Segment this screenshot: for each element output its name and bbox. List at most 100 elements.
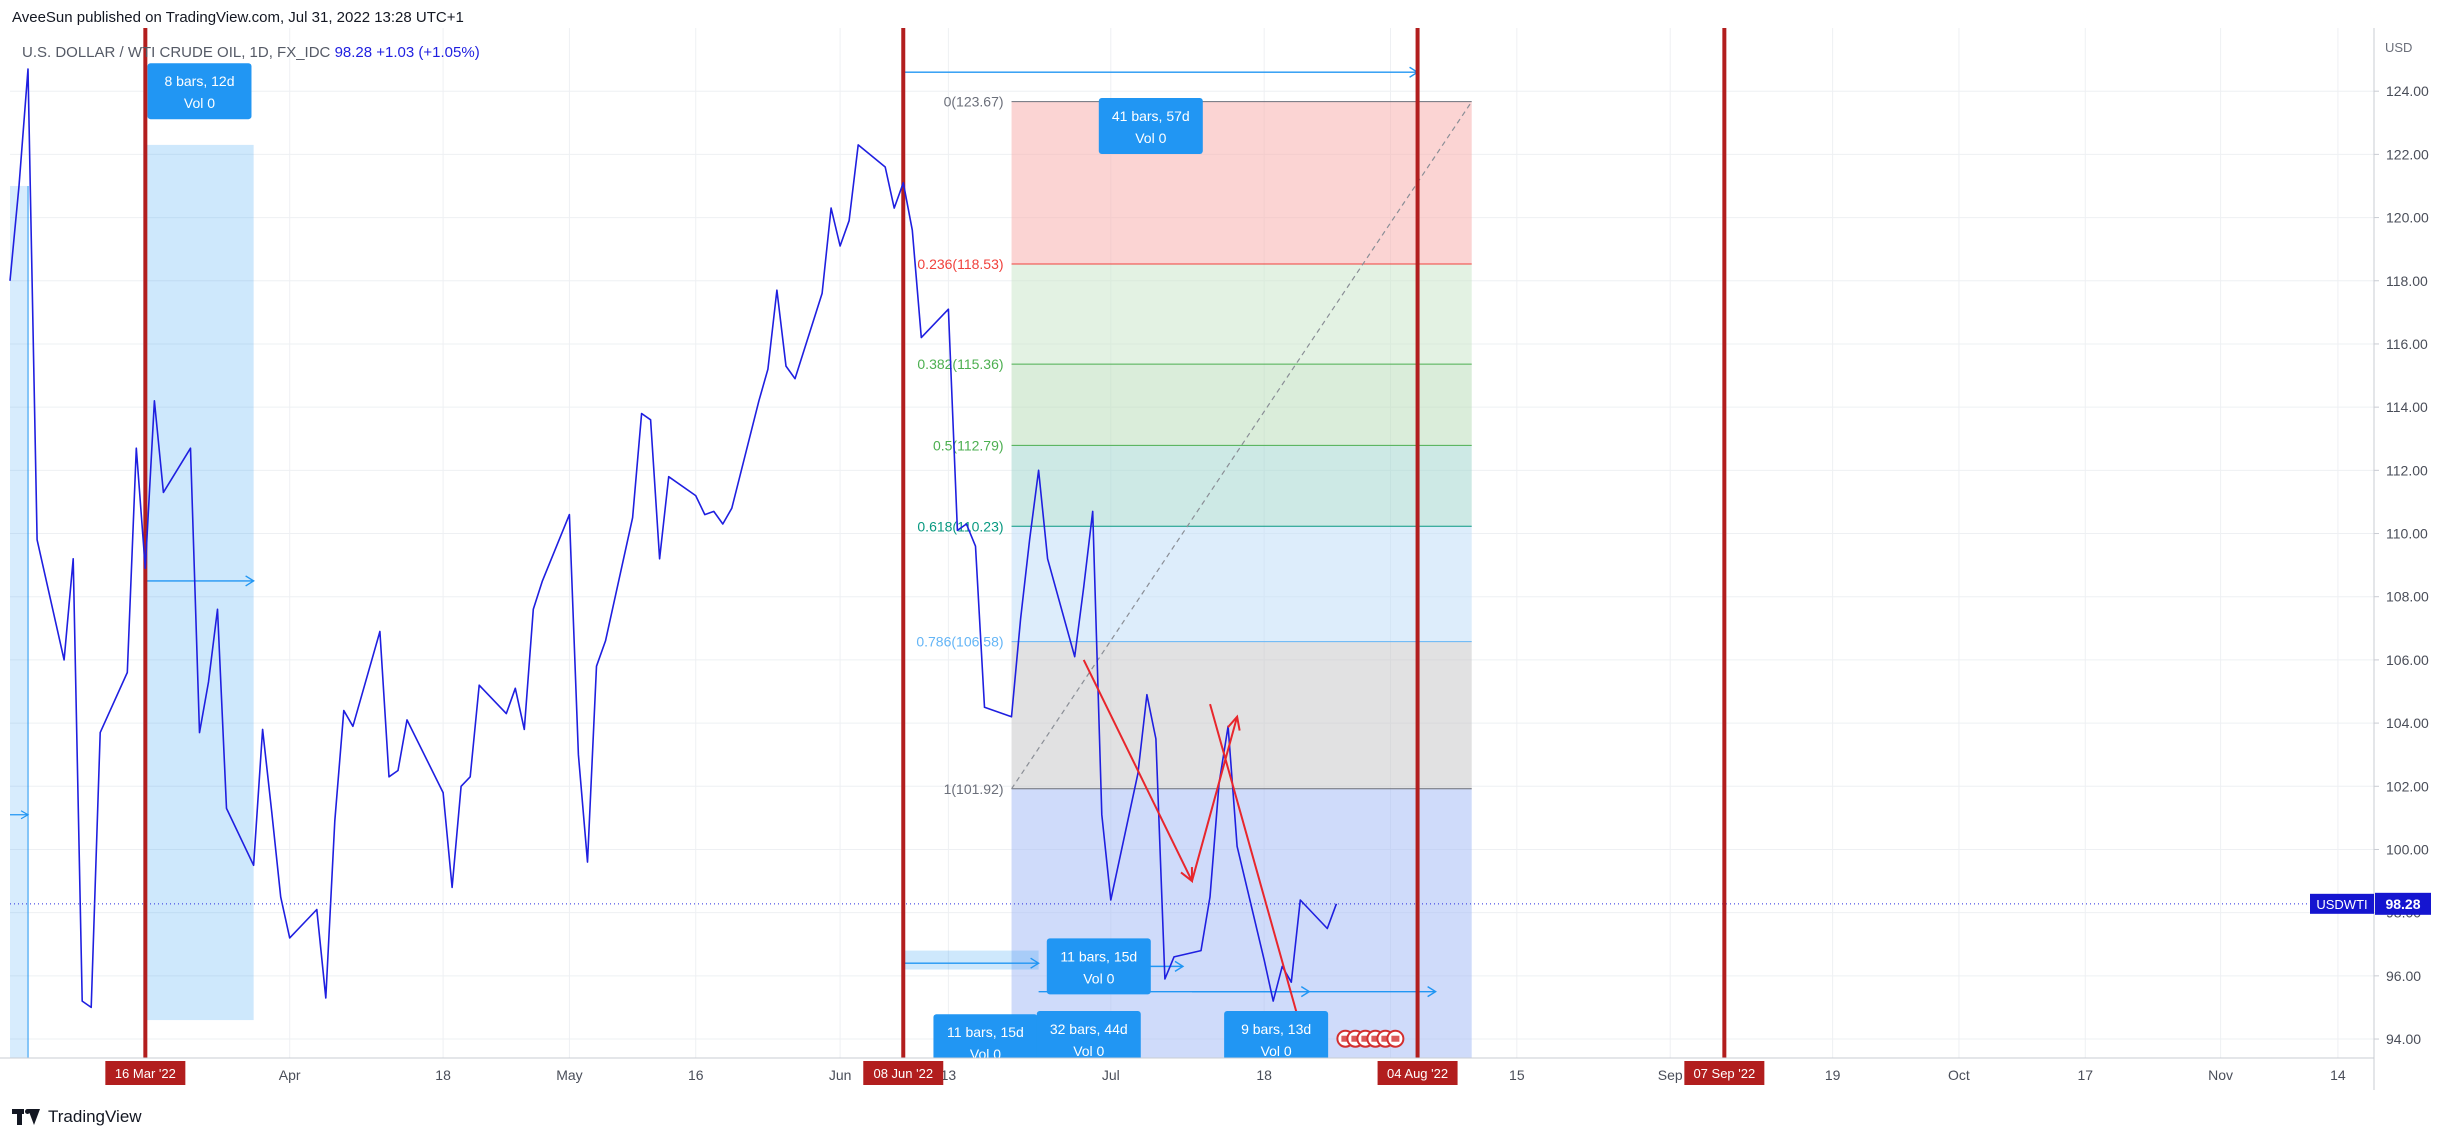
vertical-marker-badge-bg bbox=[105, 1061, 186, 1085]
date-range-badge-vol: Vol 0 bbox=[1083, 970, 1114, 986]
data-point bbox=[81, 1000, 83, 1002]
data-point bbox=[63, 659, 65, 661]
price-axis-label: 104.00 bbox=[2386, 715, 2429, 731]
date-range-badge: 9 bars, 13d Vol 0 bbox=[1224, 1011, 1329, 1068]
date-range-box bbox=[145, 144, 254, 1021]
price-axis-unit: USD bbox=[2385, 40, 2412, 55]
time-axis-label: 18 bbox=[435, 1067, 451, 1083]
data-point bbox=[99, 732, 101, 734]
fib-level-label: 0.618(110.23) bbox=[917, 518, 1003, 534]
price-axis-label: 118.00 bbox=[2386, 273, 2428, 289]
data-point bbox=[253, 864, 255, 866]
price-axis-label: 100.00 bbox=[2386, 841, 2429, 857]
data-point bbox=[569, 514, 571, 516]
chart-area[interactable]: 0(123.67) 0.236(118.53) 0.382(115.36) 0.5(1… bbox=[0, 28, 2453, 1090]
data-point bbox=[1263, 959, 1265, 961]
data-point bbox=[966, 523, 968, 525]
date-range-badge-vol: Vol 0 bbox=[1261, 1043, 1292, 1059]
data-point bbox=[18, 185, 20, 187]
data-point bbox=[262, 729, 264, 731]
date-range-badge-bg bbox=[1224, 1011, 1329, 1068]
price-axis-label: 114.00 bbox=[2386, 399, 2428, 415]
date-range-badge-bg bbox=[1098, 97, 1203, 154]
date-range-badge: 41 bars, 57d Vol 0 bbox=[1098, 97, 1203, 154]
data-point bbox=[921, 337, 923, 339]
data-point bbox=[154, 400, 156, 402]
price-axis-label: 108.00 bbox=[2386, 589, 2429, 605]
data-point bbox=[848, 220, 850, 222]
data-point bbox=[839, 245, 841, 247]
time-axis-label: 15 bbox=[1509, 1067, 1525, 1083]
fib-trend-line bbox=[1011, 101, 1473, 790]
legend-change: +1.03 (+1.05%) bbox=[376, 44, 480, 61]
data-point bbox=[136, 447, 138, 449]
event-flag-icon-fill bbox=[1361, 1035, 1370, 1042]
data-point bbox=[1290, 981, 1292, 983]
price-axis-label: 122.00 bbox=[2386, 146, 2429, 162]
data-point bbox=[767, 368, 769, 370]
date-range-badge-bg bbox=[933, 1014, 1038, 1071]
date-range-badge-label: 11 bars, 15d bbox=[947, 1024, 1024, 1040]
fib-level-label: 0(123.67) bbox=[944, 94, 1004, 110]
data-point bbox=[208, 681, 210, 683]
data-point bbox=[731, 507, 733, 509]
data-point bbox=[199, 732, 201, 734]
date-range-badge: 8 bars, 12d Vol 0 bbox=[147, 63, 252, 120]
data-point bbox=[469, 776, 471, 778]
price-axis-label: 96.00 bbox=[2386, 968, 2421, 984]
data-point bbox=[695, 495, 697, 497]
data-point bbox=[289, 937, 291, 939]
tradingview-logo[interactable]: TradingView bbox=[12, 1106, 142, 1128]
data-point bbox=[975, 545, 977, 547]
data-point bbox=[758, 400, 760, 402]
data-point bbox=[514, 688, 516, 690]
date-range-badge-label: 9 bars, 13d bbox=[1241, 1021, 1311, 1037]
symbol-price-badge: USDWTI bbox=[2316, 897, 2367, 912]
data-point bbox=[442, 792, 444, 794]
date-range-badge-vol: Vol 0 bbox=[184, 95, 215, 111]
vertical-marker-badge-bg bbox=[1684, 1061, 1765, 1085]
data-point bbox=[605, 640, 607, 642]
time-axis-bg bbox=[0, 1058, 2453, 1090]
data-point bbox=[713, 511, 715, 513]
published-by-header: AveeSun published on TradingView.com, Ju… bbox=[12, 9, 464, 26]
data-point bbox=[1200, 950, 1202, 952]
vertical-marker-badge-bg bbox=[1377, 1061, 1458, 1085]
legend-symbol: U.S. DOLLAR / WTI CRUDE OIL, 1D, FX_IDC bbox=[22, 44, 331, 61]
date-range-badge-bg bbox=[1036, 1011, 1141, 1068]
data-point bbox=[911, 229, 913, 231]
time-axis-label: 16 bbox=[688, 1067, 704, 1083]
data-point bbox=[1029, 539, 1031, 541]
data-point bbox=[659, 558, 661, 560]
data-point bbox=[36, 539, 38, 541]
price-axis-label: 102.00 bbox=[2386, 778, 2429, 794]
data-point bbox=[343, 710, 345, 712]
fib-zone bbox=[1011, 264, 1472, 365]
data-point bbox=[1209, 896, 1211, 898]
annotation-arrowhead bbox=[1227, 714, 1241, 731]
price-chart[interactable]: 0(123.67) 0.236(118.53) 0.382(115.36) 0.5(1… bbox=[0, 28, 2453, 1090]
data-point bbox=[668, 476, 670, 478]
data-point bbox=[126, 672, 128, 674]
annotation-line bbox=[1082, 659, 1193, 882]
time-axis-label: 17 bbox=[2077, 1067, 2093, 1083]
price-axis-label: 112.00 bbox=[2386, 462, 2428, 478]
time-axis-label: Nov bbox=[2208, 1067, 2233, 1083]
data-point bbox=[704, 514, 706, 516]
data-point bbox=[505, 713, 507, 715]
data-point bbox=[316, 909, 318, 911]
data-point bbox=[722, 523, 724, 525]
data-point bbox=[650, 419, 652, 421]
data-point bbox=[902, 182, 904, 184]
fib-zone bbox=[1011, 101, 1472, 265]
date-range-arrowhead bbox=[1030, 957, 1040, 969]
data-point bbox=[217, 609, 219, 611]
data-point bbox=[1336, 903, 1338, 905]
data-point bbox=[379, 631, 381, 633]
fib-zone bbox=[1011, 364, 1472, 446]
last-price-badge: 98.28 bbox=[2385, 896, 2420, 912]
data-point bbox=[1272, 1000, 1274, 1002]
data-point bbox=[794, 378, 796, 380]
fib-level-label: 0.5(112.79) bbox=[933, 437, 1004, 453]
vertical-marker-badge: 04 Aug '22 bbox=[1387, 1066, 1448, 1081]
